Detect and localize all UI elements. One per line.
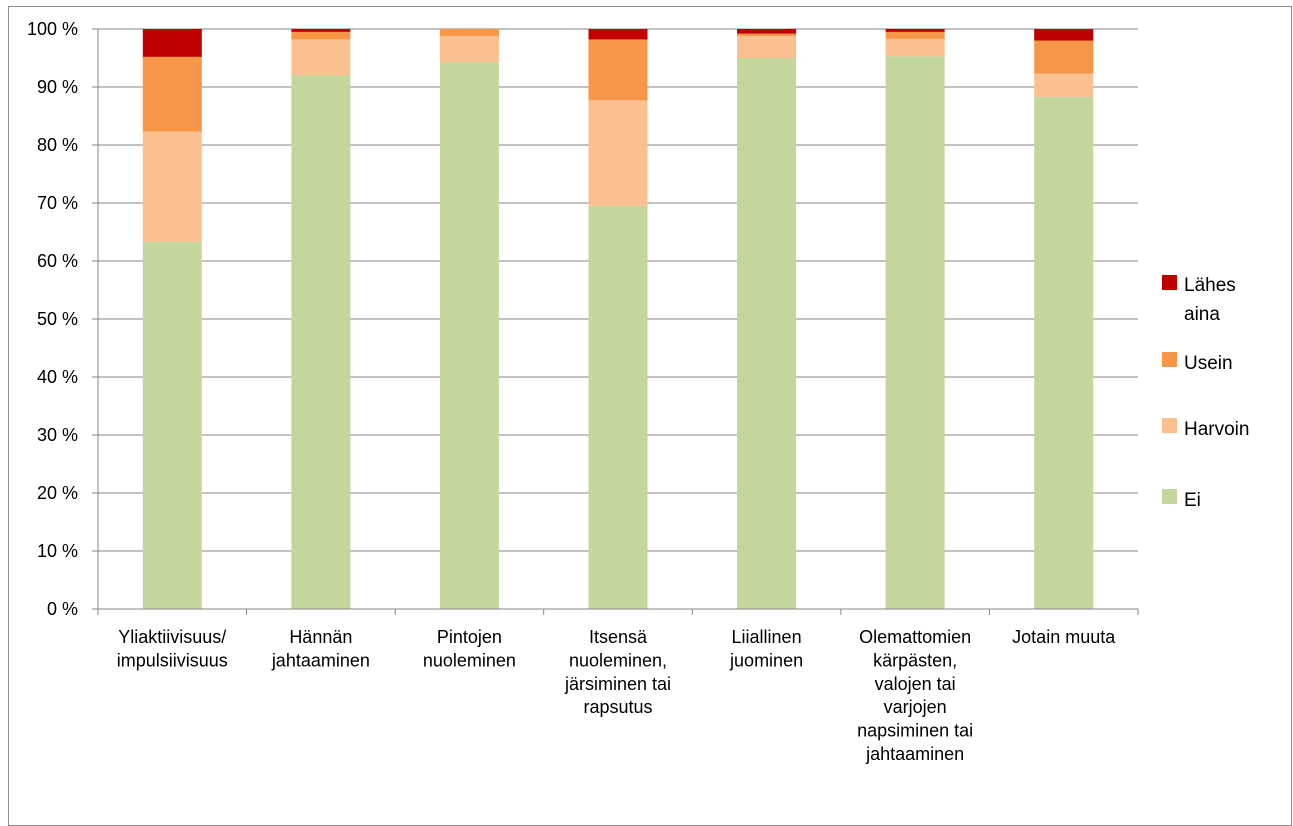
y-tick-label: 30 % (37, 425, 78, 445)
category-label-line: kärpästen, (873, 650, 957, 670)
stacked-bar-chart: 0 % 10 % 20 % 30 % 40 % 50 % 60 % 70 % 80 % 90 % 1… (27, 19, 1250, 764)
legend-label: Usein (1184, 353, 1233, 374)
bar-segment-ei (291, 75, 351, 609)
category-label: Pintojen nuoleminen (423, 627, 516, 670)
category-label-line: Olemattomien (859, 627, 971, 647)
bar-segment-ei (885, 56, 945, 609)
category-label-line: jahtaaminen (865, 744, 964, 764)
bar-segment-harvoin (142, 131, 202, 242)
legend-swatch (1162, 352, 1177, 367)
y-tick-label: 50 % (37, 309, 78, 329)
category-label: Olemattomien kärpästen, valojen tai varjoje… (857, 627, 973, 764)
bar-segment-ei (588, 205, 648, 609)
bar-segment-ei (1034, 96, 1094, 610)
axes (92, 28, 1139, 615)
legend-swatch (1162, 489, 1177, 504)
bar-segment-ei (439, 62, 499, 610)
y-tick-label: 70 % (37, 193, 78, 213)
category-label: Hännän jahtaaminen (271, 627, 370, 670)
category-label-line: nuoleminen, (569, 650, 667, 670)
category-label-line: Pintojen (437, 627, 502, 647)
y-tick-label: 0 % (47, 599, 78, 619)
bar-segment-usein (142, 56, 202, 132)
y-tick-label: 100 % (27, 19, 78, 39)
category-label-line: jahtaaminen (271, 650, 370, 670)
bar-segment-harvoin (291, 39, 351, 76)
category-label: Liiallinen juominen (729, 627, 803, 670)
legend-label-line: Harvoin (1184, 419, 1249, 440)
legend-label: Harvoin (1184, 419, 1249, 440)
category-label-line: järsiminen tai (564, 674, 671, 694)
bar-segment-lähes-aina (1034, 29, 1094, 41)
bar-segment-lähes-aina (588, 29, 648, 40)
bar-segment-usein (1034, 40, 1094, 74)
bar-segment-harvoin (1034, 73, 1094, 97)
bar-segment-harvoin (737, 35, 797, 58)
category-label-line: Jotain muuta (1012, 627, 1116, 647)
bar-segment-ei (737, 58, 797, 609)
legend-label: Ei (1184, 490, 1201, 511)
category-label-line: rapsutus (583, 697, 652, 717)
category-label-line: nuoleminen (423, 650, 516, 670)
y-tick-labels: 0 % 10 % 20 % 30 % 40 % 50 % 60 % 70 % 80 % 90 % 1… (27, 19, 78, 619)
bar-segment-usein (291, 31, 351, 40)
y-tick-label: 40 % (37, 367, 78, 387)
y-tick-label: 20 % (37, 483, 78, 503)
bar-segment-harvoin (885, 38, 945, 57)
y-tick-label: 10 % (37, 541, 78, 561)
category-label-line: impulsiivisuus (117, 650, 228, 670)
y-tick-label: 80 % (37, 135, 78, 155)
y-tick-label: 90 % (37, 77, 78, 97)
category-label-line: Liiallinen (732, 627, 802, 647)
y-tick-label: 60 % (37, 251, 78, 271)
legend-label-line: aina (1184, 304, 1220, 325)
category-label: Itsensä nuoleminen, järsiminen tai rapsutus (564, 627, 671, 717)
legend-label: Lähes aina (1184, 275, 1236, 325)
legend-label-line: Ei (1184, 490, 1201, 511)
bar-segment-lähes-aina (737, 29, 797, 34)
category-label: Jotain muuta (1012, 627, 1116, 647)
category-label-line: valojen tai (875, 674, 956, 694)
bar-segment-lähes-aina (291, 29, 351, 32)
bar-segment-usein (737, 33, 797, 36)
category-label-line: napsiminen tai (857, 721, 973, 741)
legend-swatch (1162, 275, 1177, 290)
bar-segment-harvoin (439, 35, 499, 63)
category-label-line: juominen (729, 650, 803, 670)
category-label-line: Itsensä (589, 627, 648, 647)
category-label-line: Hännän (289, 627, 352, 647)
category-label-line: Yliaktiivisuus/ (118, 627, 226, 647)
category-label: Yliaktiivisuus/impulsiivisuus (117, 627, 228, 670)
category-label-line: varjojen (884, 697, 947, 717)
bar-segment-harvoin (588, 100, 648, 206)
bar-segment-usein (885, 31, 945, 39)
legend-label-line: Lähes (1184, 275, 1236, 296)
bars (142, 29, 1094, 610)
legend-label-line: Usein (1184, 353, 1233, 374)
bar-segment-lähes-aina (142, 29, 202, 57)
bar-segment-ei (142, 241, 202, 610)
legend-swatch (1162, 418, 1177, 433)
bar-segment-lähes-aina (885, 29, 945, 32)
category-labels: Yliaktiivisuus/impulsiivisuus Hännän jahta… (117, 627, 1116, 764)
bar-segment-usein (439, 29, 499, 36)
legend: Lähes aina Usein Harvoin Ei (1162, 275, 1249, 511)
bar-segment-usein (588, 39, 648, 101)
